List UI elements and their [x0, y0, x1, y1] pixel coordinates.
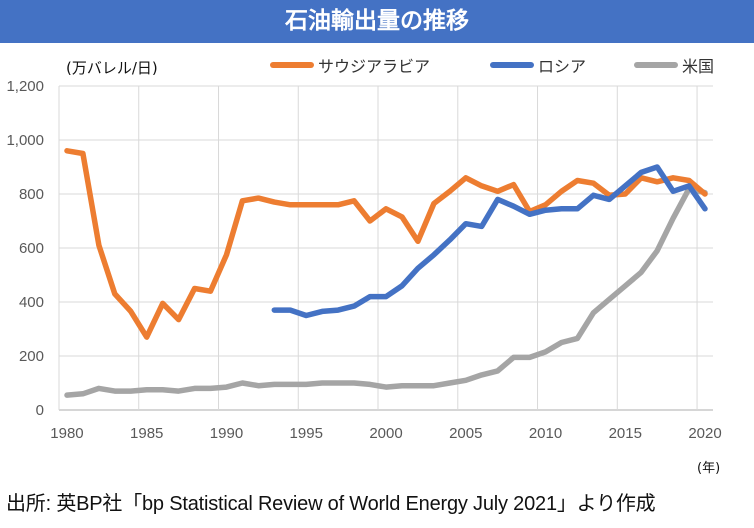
legend-item-us: 米国 [634, 53, 714, 77]
legend-label-saudi: サウジアラビア [318, 57, 431, 76]
y-axis-unit-label: (万バレル/日) [66, 59, 158, 77]
legend-swatch-us [634, 62, 678, 68]
series-line-us [64, 185, 708, 398]
y-tick-label: 0 [36, 402, 44, 419]
y-tick-label: 1,200 [6, 78, 44, 95]
series-line-russia [271, 164, 708, 319]
x-tick-label: 1980 [50, 425, 83, 442]
legend-label-us: 米国 [682, 57, 715, 76]
series-line-saudi [64, 148, 708, 340]
legend-label-russia: ロシア [538, 57, 587, 76]
y-tick-label: 200 [19, 348, 44, 365]
x-tick-label: 2010 [529, 425, 562, 442]
legend-item-saudi: サウジアラビア [270, 53, 430, 77]
y-tick-label: 600 [19, 240, 44, 257]
legend-item-russia: ロシア [490, 53, 586, 77]
x-tick-label: 1990 [210, 425, 243, 442]
x-tick-label: 1995 [290, 425, 323, 442]
y-tick-label: 400 [19, 294, 44, 311]
x-tick-label: 2000 [369, 425, 402, 442]
x-tick-label: 2015 [609, 425, 642, 442]
x-axis-unit-label: (年) [697, 461, 721, 476]
source-caption: 出所: 英BP社「bp Statistical Review of World … [6, 493, 656, 515]
legend-swatch-saudi [270, 62, 314, 68]
x-tick-label: 2005 [449, 425, 482, 442]
x-tick-label: 2020 [688, 425, 721, 442]
legend-swatch-russia [490, 62, 534, 68]
y-tick-label: 800 [19, 186, 44, 203]
line-chart: 0 200 400 600 800 1,000 1,200 1980 1985 1990 1995 2… [6, 78, 721, 442]
chart-title: 石油輸出量の推移 [0, 0, 754, 43]
y-tick-label: 1,000 [6, 132, 44, 149]
x-tick-label: 1985 [130, 425, 163, 442]
